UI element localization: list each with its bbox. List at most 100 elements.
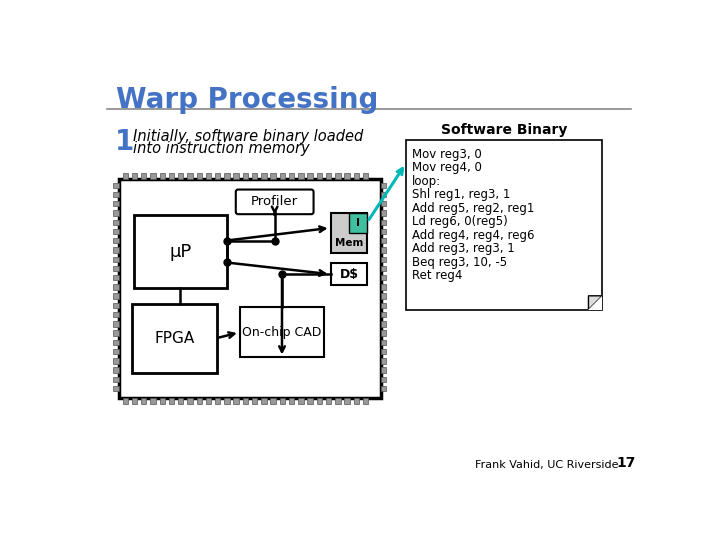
Bar: [113, 266, 119, 271]
Bar: [381, 367, 386, 373]
Text: On-chip CAD: On-chip CAD: [243, 326, 322, 339]
Bar: [113, 284, 119, 289]
Bar: [160, 173, 165, 179]
Text: µP: µP: [169, 242, 192, 260]
Bar: [197, 173, 202, 179]
Bar: [113, 312, 119, 318]
Bar: [298, 173, 304, 179]
Bar: [187, 398, 193, 403]
Text: Warp Processing: Warp Processing: [117, 86, 379, 114]
Bar: [381, 192, 386, 197]
Bar: [113, 247, 119, 253]
Bar: [381, 201, 386, 206]
Bar: [354, 173, 359, 179]
Bar: [381, 358, 386, 363]
Bar: [113, 377, 119, 382]
Bar: [330, 264, 367, 285]
Text: Mov reg4, 0: Mov reg4, 0: [412, 161, 482, 174]
Bar: [113, 330, 119, 336]
Bar: [381, 377, 386, 382]
Bar: [381, 275, 386, 280]
Bar: [354, 398, 359, 403]
Bar: [307, 398, 312, 403]
Text: I: I: [356, 218, 360, 228]
Bar: [317, 173, 322, 179]
Bar: [381, 183, 386, 188]
Bar: [113, 340, 119, 345]
Bar: [344, 398, 350, 403]
Bar: [289, 173, 294, 179]
Bar: [113, 294, 119, 299]
Bar: [381, 211, 386, 215]
Bar: [381, 256, 386, 262]
Bar: [160, 398, 165, 403]
Bar: [326, 398, 331, 403]
Text: Initially, software binary loaded: Initially, software binary loaded: [133, 129, 364, 144]
Text: Shl reg1, reg3, 1: Shl reg1, reg3, 1: [412, 188, 510, 201]
Text: 1: 1: [115, 128, 134, 156]
Text: loop:: loop:: [412, 175, 441, 188]
Bar: [113, 367, 119, 373]
Bar: [132, 173, 138, 179]
Bar: [168, 398, 174, 403]
Bar: [113, 349, 119, 354]
Bar: [215, 173, 220, 179]
Text: FPGA: FPGA: [154, 330, 194, 346]
Text: Ret reg4: Ret reg4: [412, 269, 462, 282]
Bar: [113, 275, 119, 280]
Bar: [113, 229, 119, 234]
Bar: [381, 312, 386, 318]
Bar: [381, 266, 386, 271]
Bar: [381, 284, 386, 289]
Text: Add reg5, reg2, reg1: Add reg5, reg2, reg1: [412, 202, 534, 215]
Bar: [178, 398, 184, 403]
Bar: [233, 173, 239, 179]
Text: Beq reg3, 10, -5: Beq reg3, 10, -5: [412, 256, 508, 269]
Bar: [381, 238, 386, 244]
Bar: [122, 398, 128, 403]
Bar: [113, 303, 119, 308]
Bar: [113, 220, 119, 225]
Bar: [113, 201, 119, 206]
Bar: [240, 307, 324, 357]
Bar: [206, 398, 211, 403]
Bar: [330, 213, 367, 253]
Bar: [224, 173, 230, 179]
Bar: [119, 179, 381, 398]
Bar: [279, 398, 285, 403]
Bar: [261, 173, 266, 179]
Bar: [187, 173, 193, 179]
Bar: [381, 229, 386, 234]
Bar: [197, 398, 202, 403]
Bar: [141, 173, 146, 179]
Bar: [113, 386, 119, 391]
Bar: [381, 330, 386, 336]
Text: D$: D$: [340, 268, 359, 281]
Bar: [113, 321, 119, 327]
Bar: [113, 192, 119, 197]
Bar: [363, 173, 368, 179]
Bar: [134, 215, 227, 288]
Bar: [326, 173, 331, 179]
Bar: [381, 386, 386, 391]
Bar: [271, 173, 276, 179]
Bar: [261, 398, 266, 403]
Bar: [307, 173, 312, 179]
Bar: [150, 398, 156, 403]
Bar: [150, 173, 156, 179]
Bar: [113, 211, 119, 215]
Bar: [113, 358, 119, 363]
Bar: [381, 247, 386, 253]
Bar: [349, 213, 367, 233]
Text: Add reg4, reg4, reg6: Add reg4, reg4, reg6: [412, 229, 535, 242]
Bar: [132, 303, 217, 373]
Bar: [132, 398, 138, 403]
Text: Software Binary: Software Binary: [441, 123, 567, 137]
Bar: [168, 173, 174, 179]
Text: Ld reg6, 0(reg5): Ld reg6, 0(reg5): [412, 215, 508, 228]
Bar: [381, 303, 386, 308]
Bar: [252, 398, 257, 403]
Bar: [289, 398, 294, 403]
Bar: [381, 220, 386, 225]
Polygon shape: [588, 296, 603, 309]
